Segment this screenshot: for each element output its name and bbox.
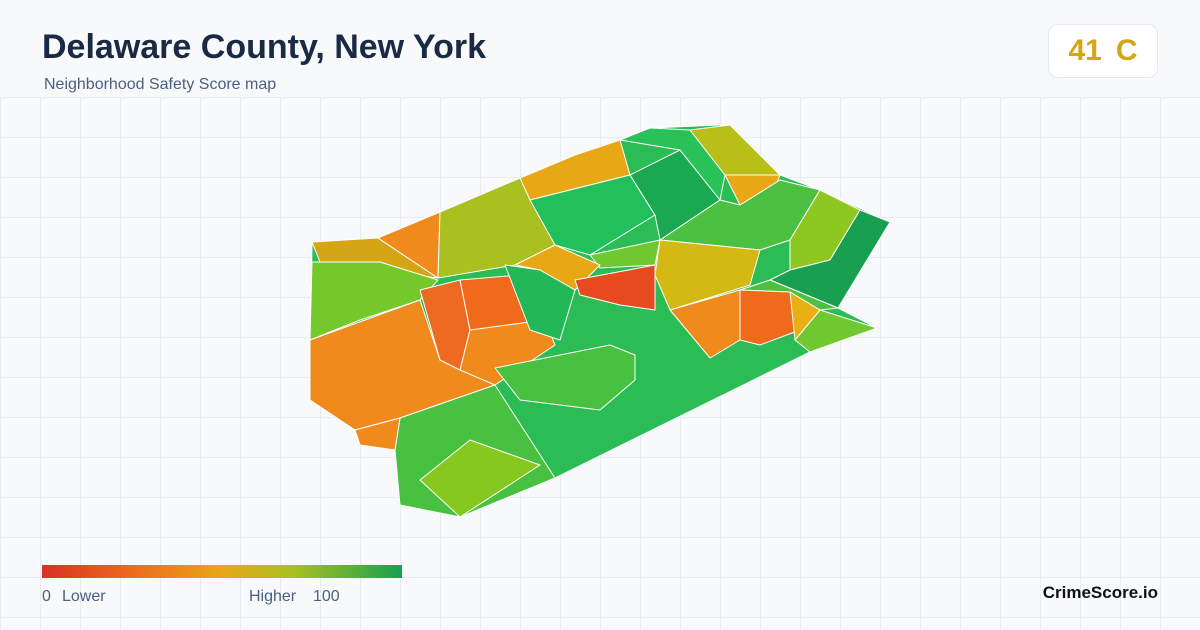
region [794,309,878,353]
region [419,439,541,518]
region [739,289,801,346]
brand: CrimeScore.io [1042,583,1158,602]
region [519,139,631,201]
score-badge: 41 C [1048,24,1158,78]
region [654,239,761,311]
legend-max: 100 [313,588,340,605]
region [574,264,656,311]
region [494,344,636,411]
region [529,174,656,256]
subtitle: Neighborhood Safety Score map [44,76,277,93]
score-grade: C [1115,34,1138,67]
legend-gradient [42,565,402,578]
title: Delaware County, New York [42,28,487,66]
score-value: 41 [1068,34,1102,67]
region [354,417,401,451]
legend-min: 0 [42,588,51,605]
region [504,264,576,341]
legend-max-label: Higher [249,588,297,605]
legend-min-label: Lower [62,588,106,605]
